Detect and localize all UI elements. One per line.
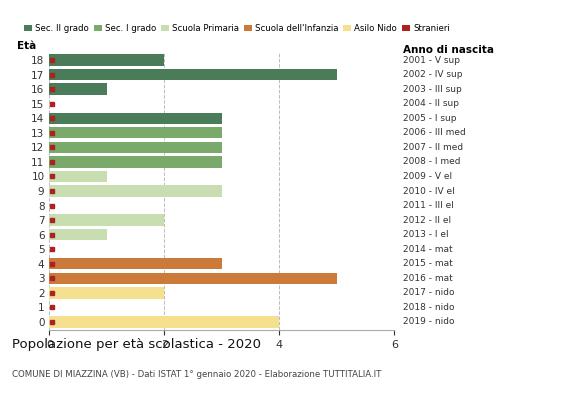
Text: 2005 - I sup: 2005 - I sup [403,114,456,123]
Text: 2017 - nido: 2017 - nido [403,288,455,297]
Bar [49,185,222,197]
Text: 2002 - IV sup: 2002 - IV sup [403,70,463,79]
Legend: Sec. II grado, Sec. I grado, Scuola Primaria, Scuola dell'Infanzia, Asilo Nido, : Sec. II grado, Sec. I grado, Scuola Prim… [24,24,450,33]
Text: 2014 - mat: 2014 - mat [403,245,453,254]
Text: 2013 - I el: 2013 - I el [403,230,449,239]
Text: 2011 - III el: 2011 - III el [403,201,454,210]
Bar [49,273,337,284]
Text: Età: Età [16,41,36,51]
Bar [49,287,164,298]
Text: 2009 - V el: 2009 - V el [403,172,452,181]
Text: 2006 - III med: 2006 - III med [403,128,466,137]
Bar [49,214,164,226]
Bar [49,156,222,168]
Text: 2019 - nido: 2019 - nido [403,318,455,326]
Text: 2007 - II med: 2007 - II med [403,143,463,152]
Text: 2004 - II sup: 2004 - II sup [403,99,459,108]
Text: Popolazione per età scolastica - 2020: Popolazione per età scolastica - 2020 [12,338,260,351]
Text: 2018 - nido: 2018 - nido [403,303,455,312]
Bar [49,171,107,182]
Bar [49,127,222,138]
Bar [49,316,280,328]
Bar [49,142,222,153]
Text: COMUNE DI MIAZZINA (VB) - Dati ISTAT 1° gennaio 2020 - Elaborazione TUTTITALIA.I: COMUNE DI MIAZZINA (VB) - Dati ISTAT 1° … [12,370,381,379]
Bar [49,229,107,240]
Bar [49,54,164,66]
Text: Anno di nascita: Anno di nascita [403,45,494,55]
Text: 2010 - IV el: 2010 - IV el [403,186,455,196]
Text: 2003 - III sup: 2003 - III sup [403,85,462,94]
Bar [49,69,337,80]
Text: 2015 - mat: 2015 - mat [403,259,453,268]
Text: 2008 - I med: 2008 - I med [403,157,461,166]
Bar [49,112,222,124]
Text: 2016 - mat: 2016 - mat [403,274,453,283]
Bar [49,84,107,95]
Bar [49,258,222,270]
Text: 2001 - V sup: 2001 - V sup [403,56,460,64]
Text: 2012 - II el: 2012 - II el [403,216,451,225]
